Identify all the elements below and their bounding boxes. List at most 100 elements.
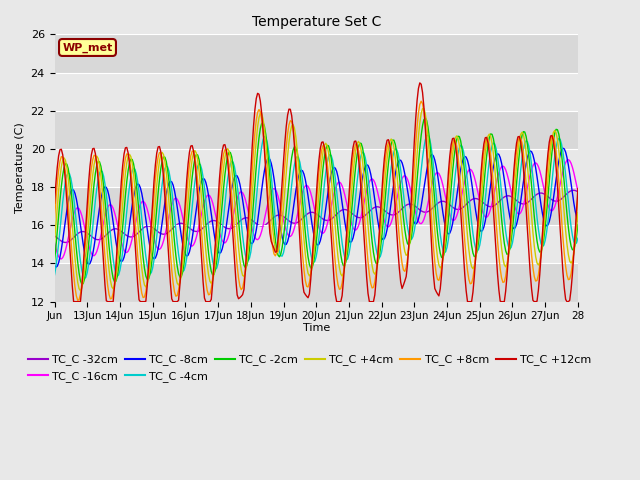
TC_C +8cm <box>51 215 58 221</box>
TC_C +4cm <box>329 190 337 196</box>
Bar <box>54 72 578 111</box>
TC_C -16cm <box>574 188 582 194</box>
TC_C -4cm <box>329 157 337 163</box>
TC_C -8cm <box>329 167 337 172</box>
TC_C -8cm <box>574 218 582 224</box>
TC_C -32cm <box>416 207 424 213</box>
TC_C +8cm <box>574 193 582 199</box>
TC_C -32cm <box>64 239 72 245</box>
TC_C -4cm <box>399 191 407 197</box>
Legend: TC_C -32cm, TC_C -16cm, TC_C -8cm, TC_C -4cm, TC_C -2cm, TC_C +4cm, TC_C +8cm, T: TC_C -32cm, TC_C -16cm, TC_C -8cm, TC_C … <box>24 350 596 386</box>
TC_C -2cm <box>416 145 424 151</box>
Y-axis label: Temperature (C): Temperature (C) <box>15 122 25 214</box>
TC_C +12cm <box>399 282 407 288</box>
TC_C +8cm <box>268 233 275 239</box>
TC_C +12cm <box>63 197 70 203</box>
TC_C -32cm <box>99 236 106 241</box>
TC_C -32cm <box>574 189 582 195</box>
TC_C -2cm <box>63 161 70 167</box>
TC_C +8cm <box>74 298 81 303</box>
TC_C -32cm <box>570 187 578 193</box>
TC_C -2cm <box>51 258 58 264</box>
TC_C -16cm <box>329 197 337 203</box>
Bar <box>54 187 578 225</box>
Bar <box>54 264 578 301</box>
TC_C +4cm <box>420 106 428 111</box>
TC_C -16cm <box>99 226 106 232</box>
TC_C -16cm <box>564 157 572 163</box>
TC_C -8cm <box>268 160 275 166</box>
TC_C -16cm <box>51 240 58 245</box>
Bar <box>54 35 578 72</box>
Line: TC_C -8cm: TC_C -8cm <box>54 148 578 267</box>
TC_C -4cm <box>99 168 106 174</box>
TC_C -8cm <box>559 145 567 151</box>
Bar <box>54 149 578 187</box>
Line: TC_C -4cm: TC_C -4cm <box>54 135 578 278</box>
TC_C +12cm <box>574 186 582 192</box>
Title: Temperature Set C: Temperature Set C <box>252 15 381 29</box>
TC_C +12cm <box>416 80 424 86</box>
Line: TC_C -2cm: TC_C -2cm <box>54 118 578 284</box>
TC_C +12cm <box>99 240 106 246</box>
TC_C -4cm <box>574 235 582 241</box>
TC_C +8cm <box>63 183 70 189</box>
Line: TC_C -16cm: TC_C -16cm <box>54 160 578 259</box>
TC_C +4cm <box>63 164 70 170</box>
TC_C -2cm <box>78 281 86 287</box>
TC_C +4cm <box>574 210 582 216</box>
TC_C +4cm <box>77 288 84 294</box>
TC_C -16cm <box>268 189 275 194</box>
TC_C -16cm <box>64 236 72 241</box>
TC_C -32cm <box>399 204 407 210</box>
Line: TC_C +4cm: TC_C +4cm <box>54 108 578 291</box>
TC_C -8cm <box>51 263 58 268</box>
TC_C +4cm <box>99 187 106 192</box>
TC_C -2cm <box>574 222 582 228</box>
TC_C -8cm <box>399 165 407 170</box>
TC_C +8cm <box>416 102 424 108</box>
TC_C -32cm <box>329 215 337 221</box>
TC_C -4cm <box>63 173 70 179</box>
TC_C -32cm <box>268 217 275 223</box>
TC_C +12cm <box>417 81 425 87</box>
TC_C -32cm <box>51 233 58 239</box>
TC_C -16cm <box>399 173 407 179</box>
TC_C -16cm <box>416 220 424 226</box>
TC_C -32cm <box>61 240 69 245</box>
TC_C +4cm <box>399 240 407 246</box>
TC_C +8cm <box>329 226 337 232</box>
TC_C -4cm <box>424 132 432 138</box>
TC_C -2cm <box>268 192 275 197</box>
TC_C +12cm <box>268 239 275 244</box>
TC_C -4cm <box>51 272 58 278</box>
TC_C +8cm <box>417 98 425 104</box>
TC_C +4cm <box>268 210 275 216</box>
Bar <box>54 111 578 149</box>
TC_C +4cm <box>51 239 58 245</box>
TC_C -4cm <box>268 172 275 178</box>
TC_C -2cm <box>329 167 337 173</box>
TC_C -8cm <box>99 190 106 196</box>
X-axis label: Time: Time <box>303 323 330 333</box>
Line: TC_C +12cm: TC_C +12cm <box>54 83 578 301</box>
TC_C +4cm <box>416 120 424 126</box>
Bar <box>54 225 578 264</box>
TC_C +8cm <box>399 267 407 273</box>
Line: TC_C +8cm: TC_C +8cm <box>54 101 578 300</box>
Line: TC_C -32cm: TC_C -32cm <box>54 190 578 242</box>
TC_C -2cm <box>399 215 407 221</box>
Text: WP_met: WP_met <box>62 42 113 53</box>
TC_C -4cm <box>416 181 424 187</box>
TC_C -8cm <box>64 200 72 205</box>
TC_C -16cm <box>58 256 65 262</box>
TC_C +12cm <box>51 200 58 206</box>
TC_C -8cm <box>416 211 424 216</box>
TC_C +12cm <box>329 256 337 262</box>
TC_C -4cm <box>81 276 88 281</box>
TC_C -2cm <box>421 115 429 120</box>
TC_C -2cm <box>99 171 106 177</box>
TC_C -8cm <box>52 264 60 270</box>
TC_C +8cm <box>99 216 106 222</box>
TC_C +12cm <box>71 299 79 304</box>
